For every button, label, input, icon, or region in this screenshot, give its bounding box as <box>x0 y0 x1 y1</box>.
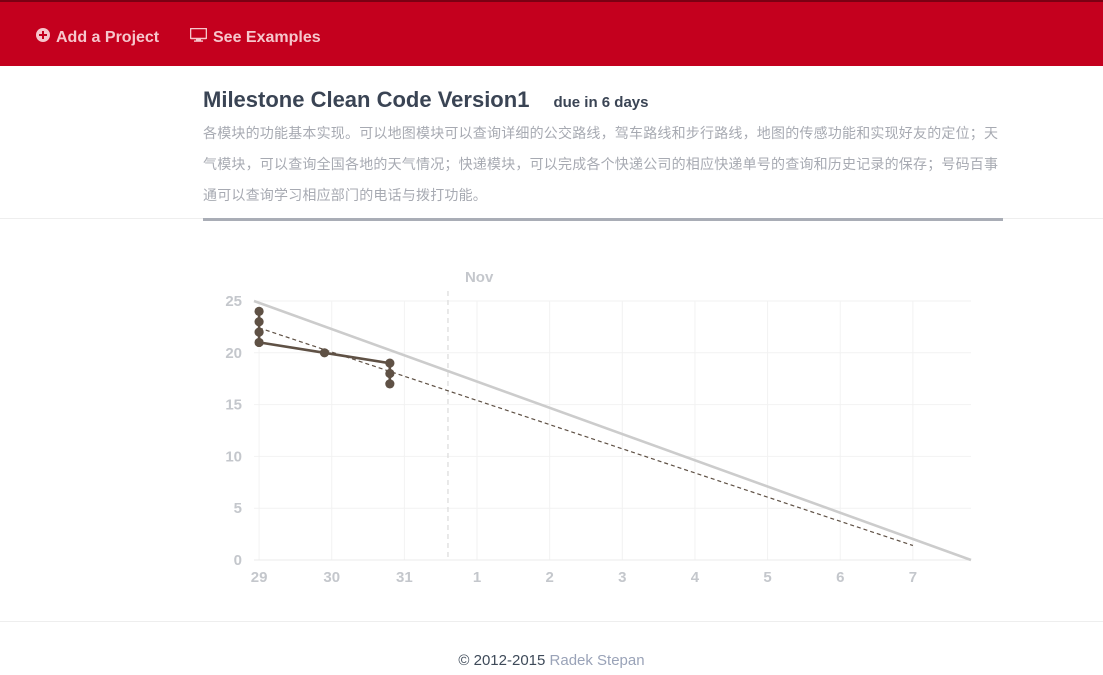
x-tick-label: 3 <box>618 569 626 586</box>
see-examples-label: See Examples <box>213 29 321 46</box>
add-project-label: Add a Project <box>56 29 160 46</box>
x-tick-label: 1 <box>473 569 481 586</box>
actual-data-point <box>254 327 264 337</box>
top-navbar: Add a Project See Examples <box>0 0 1103 66</box>
ideal-burndown-line <box>253 299 972 562</box>
milestone-header: Milestone Clean Code Version1 due in 6 d… <box>0 66 1103 221</box>
actual-data-point <box>385 379 395 389</box>
actual-data-point <box>254 306 264 316</box>
x-tick-label: 30 <box>323 569 340 586</box>
x-tick-label: 2 <box>545 569 553 586</box>
footer: © 2012-2015 Radek Stepan <box>0 652 1103 669</box>
milestone-description: 各模块的功能基本实现。可以地图模块可以查询详细的公交路线，驾车路线和步行路线，地… <box>203 126 999 204</box>
see-examples-link[interactable]: See Examples <box>189 2 321 66</box>
copyright-text: © 2012-2015 <box>458 652 546 669</box>
milestone-title: Milestone Clean Code Version1 <box>203 87 530 112</box>
x-tick-label: 29 <box>251 569 268 586</box>
y-tick-label: 25 <box>225 293 242 310</box>
actual-burndown-line <box>257 311 392 384</box>
x-tick-label: 6 <box>836 569 844 586</box>
actual-data-point <box>254 337 264 348</box>
y-tick-label: 5 <box>234 500 242 517</box>
y-tick-label: 15 <box>225 397 242 414</box>
milestone-due: due in 6 days <box>553 94 649 111</box>
add-project-link[interactable]: Add a Project <box>36 2 159 66</box>
progress-divider <box>203 218 1003 221</box>
x-tick-label: 5 <box>763 569 771 586</box>
actual-data-point <box>254 317 264 327</box>
footer-divider <box>0 621 1103 622</box>
y-tick-label: 10 <box>225 448 242 465</box>
burndown-chart: 0 5 10 15 20 25 29 30 31 1 2 3 4 5 6 7 Nov <box>225 269 972 586</box>
actual-data-point <box>319 348 330 358</box>
author-link[interactable]: Radek Stepan <box>549 652 645 669</box>
plus-circle-icon <box>36 1 50 75</box>
x-tick-label: 7 <box>909 569 917 586</box>
trend-line <box>258 327 914 547</box>
y-tick-label: 0 <box>234 552 242 569</box>
monitor-icon <box>189 1 208 75</box>
x-tick-label: 31 <box>396 569 413 586</box>
month-marker-label: Nov <box>465 269 494 286</box>
milestone-title-row: Milestone Clean Code Version1 due in 6 d… <box>203 87 648 113</box>
actual-data-point <box>385 358 395 368</box>
y-tick-label: 20 <box>225 345 242 362</box>
x-tick-label: 4 <box>691 569 700 586</box>
